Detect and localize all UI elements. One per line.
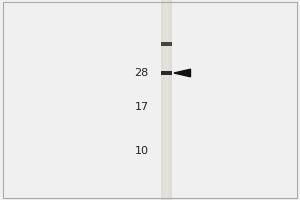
Bar [160, 0, 172, 200]
Bar [164, 0, 169, 200]
Text: 17: 17 [134, 102, 148, 112]
Bar [160, 71, 172, 75]
Text: 28: 28 [134, 68, 148, 78]
Polygon shape [174, 69, 190, 77]
Bar [160, 42, 172, 46]
Text: 10: 10 [134, 146, 148, 156]
